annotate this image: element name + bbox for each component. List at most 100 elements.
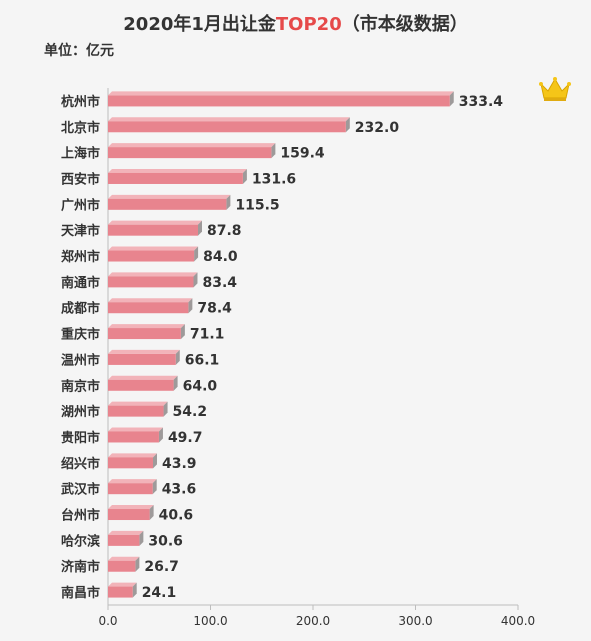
bar [108, 586, 133, 598]
unit-label: 单位：亿元 [44, 43, 114, 59]
bar-side-face [132, 582, 137, 598]
bar-side-face [180, 324, 185, 340]
bar-top-face [108, 324, 185, 329]
bar-top-face [108, 117, 350, 122]
bar-top-face [108, 298, 193, 303]
bar [108, 198, 227, 210]
value-label: 333.4 [459, 94, 504, 110]
bar [108, 147, 272, 159]
bar-top-face [108, 427, 163, 432]
crown-icon [539, 77, 571, 101]
value-label: 66.1 [185, 352, 220, 368]
x-tick-label: 200.0 [296, 614, 330, 628]
bar-side-face [135, 556, 140, 572]
category-label: 天津市 [61, 223, 100, 239]
bar [108, 379, 174, 391]
bar [108, 250, 195, 262]
value-label: 49.7 [168, 430, 203, 446]
bar-top-face [108, 143, 276, 148]
value-label: 71.1 [190, 327, 225, 343]
bar-side-face [188, 298, 193, 314]
bar-top-face [108, 272, 198, 277]
bar [108, 276, 194, 288]
x-tick-label: 300.0 [398, 614, 432, 628]
x-tick-label: 100.0 [193, 614, 227, 628]
category-label: 西安市 [61, 171, 100, 187]
bar [108, 457, 153, 469]
bar-top-face [108, 556, 140, 561]
bar-top-face [108, 479, 157, 484]
value-label: 30.6 [148, 533, 183, 549]
bar-top-face [108, 168, 247, 173]
category-label: 杭州市 [61, 94, 100, 110]
bar-side-face [345, 117, 350, 133]
bar-side-face [139, 530, 144, 546]
bar-side-face [158, 427, 163, 443]
value-label: 78.4 [197, 301, 232, 317]
category-label: 武汉市 [61, 482, 100, 498]
bar-side-face [152, 479, 157, 495]
value-label: 26.7 [144, 559, 179, 575]
category-label: 南京市 [61, 378, 100, 394]
category-label: 哈尔滨 [61, 533, 100, 549]
title-suffix: （市本级数据） [341, 14, 468, 35]
value-label: 84.0 [203, 249, 238, 265]
bar-top-face [108, 401, 168, 406]
category-label: 北京市 [61, 120, 100, 136]
bar-side-face [193, 272, 198, 288]
bar-top-face [108, 91, 454, 96]
bar-top-face [108, 582, 137, 587]
value-label: 232.0 [355, 120, 400, 136]
bar [108, 224, 198, 236]
bar-top-face [108, 220, 202, 225]
category-label: 贵阳市 [61, 430, 100, 446]
title-main: 2020年1月出让金 [123, 14, 276, 35]
category-label: 广州市 [61, 197, 100, 213]
bar [108, 483, 153, 495]
bar [108, 328, 181, 340]
bar-top-face [108, 194, 231, 199]
bar-side-face [194, 246, 199, 262]
bar-side-face [163, 401, 168, 417]
value-label: 43.6 [162, 482, 197, 498]
bar-top-face [108, 349, 180, 354]
value-label: 24.1 [142, 585, 177, 601]
bar-side-face [175, 349, 180, 365]
category-label: 温州市 [61, 352, 100, 368]
bar [108, 302, 189, 314]
value-label: 54.2 [173, 404, 208, 420]
category-label: 南昌市 [61, 585, 100, 601]
title-highlight: TOP20 [275, 14, 342, 35]
bar [108, 172, 243, 184]
bar-side-face [271, 143, 276, 159]
value-label: 64.0 [183, 378, 218, 394]
category-label: 济南市 [61, 559, 100, 575]
bar-side-face [173, 375, 178, 391]
bar [108, 95, 450, 107]
category-label: 上海市 [61, 146, 100, 162]
category-label: 成都市 [61, 301, 100, 317]
bar-side-face [152, 453, 157, 469]
bar-side-face [226, 194, 231, 210]
bar [108, 353, 176, 365]
chart-title: 2020年1月出让金TOP20（市本级数据） [0, 10, 591, 36]
bar-side-face [149, 505, 154, 521]
category-label: 绍兴市 [61, 456, 100, 472]
bar [108, 534, 140, 546]
bar-side-face [197, 220, 202, 236]
bar [108, 405, 164, 417]
value-label: 87.8 [207, 223, 242, 239]
category-label: 南通市 [61, 275, 100, 291]
bar-top-face [108, 505, 154, 510]
value-label: 131.6 [252, 171, 296, 187]
x-tick-label: 0.0 [98, 614, 117, 628]
bar [108, 431, 159, 443]
value-label: 159.4 [280, 146, 325, 162]
bar [108, 509, 150, 521]
category-label: 郑州市 [61, 249, 100, 265]
bar-top-face [108, 530, 144, 535]
bar [108, 560, 136, 572]
bar-side-face [449, 91, 454, 107]
bar [108, 121, 346, 133]
